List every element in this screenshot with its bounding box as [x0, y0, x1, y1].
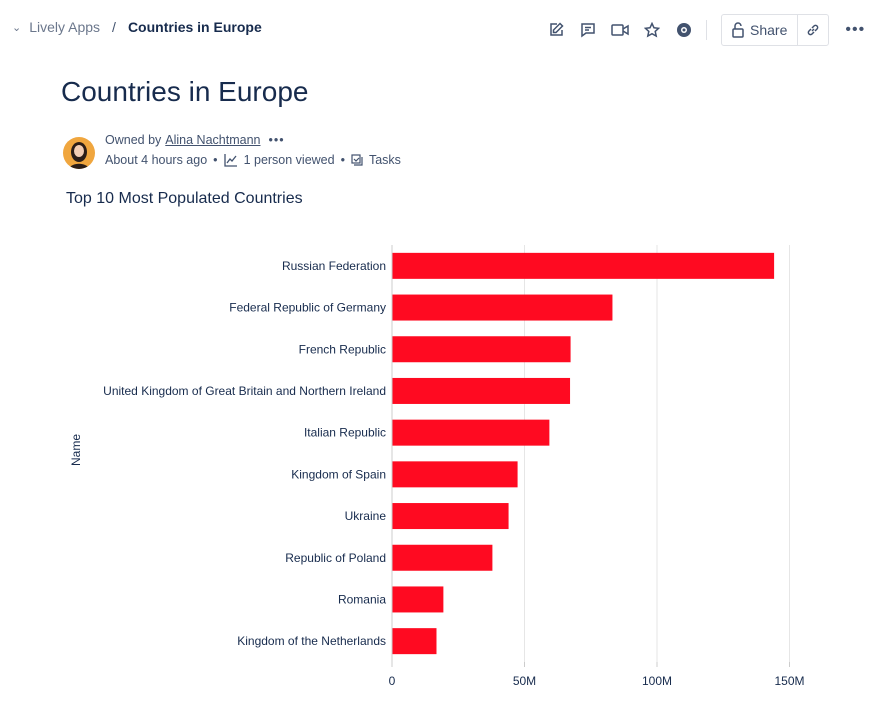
- bar: [392, 503, 509, 530]
- copy-link-button[interactable]: [797, 15, 828, 45]
- breadcrumb-current[interactable]: Countries in Europe: [127, 19, 262, 35]
- bar: [392, 461, 518, 488]
- more-actions-icon[interactable]: •••: [268, 133, 285, 147]
- page-meta: About 4 hours ago • 1 person viewed • Ta…: [105, 153, 401, 167]
- category-label: Republic of Poland: [285, 551, 386, 565]
- breadcrumb-space-link[interactable]: Lively Apps: [29, 19, 101, 35]
- page-title: Countries in Europe: [61, 76, 309, 107]
- toolbar-divider: [706, 20, 707, 40]
- avatar[interactable]: [63, 137, 95, 169]
- edit-icon[interactable]: [540, 16, 572, 44]
- video-icon[interactable]: [604, 16, 636, 44]
- comment-icon[interactable]: [572, 16, 604, 44]
- last-updated: About 4 hours ago: [105, 153, 208, 167]
- category-label: Russian Federation: [282, 259, 386, 273]
- bar: [392, 377, 571, 404]
- chart-title: Top 10 Most Populated Countries: [66, 190, 303, 207]
- bar: [392, 544, 493, 571]
- bar: [392, 252, 775, 279]
- page-toolbar: Share •••: [540, 14, 865, 46]
- tasks-link[interactable]: Tasks: [368, 153, 401, 167]
- analytics-icon: [223, 154, 237, 167]
- x-tick-label: 150M: [774, 674, 804, 688]
- category-label: Ukraine: [345, 509, 387, 523]
- category-label: United Kingdom of Great Britain and Nort…: [103, 384, 386, 398]
- category-label: French Republic: [299, 342, 386, 356]
- x-tick-label: 100M: [642, 674, 672, 688]
- breadcrumb-separator: /: [112, 19, 116, 35]
- category-label: Romania: [338, 592, 386, 606]
- breadcrumb: ⌄ Lively Apps / Countries in Europe: [12, 19, 262, 35]
- unlock-icon: [732, 22, 744, 38]
- star-icon[interactable]: [636, 16, 668, 44]
- owner-link[interactable]: Alina Nachtmann: [165, 133, 261, 147]
- owned-by-label: Owned by: [105, 133, 162, 147]
- more-icon[interactable]: •••: [845, 21, 866, 38]
- category-label: Federal Republic of Germany: [229, 301, 386, 315]
- category-label: Kingdom of Spain: [291, 467, 386, 481]
- bar: [392, 294, 613, 321]
- bar: [392, 628, 437, 655]
- x-tick-label: 0: [389, 674, 396, 688]
- views-link[interactable]: 1 person viewed: [243, 153, 335, 167]
- share-button[interactable]: Share: [722, 15, 797, 45]
- category-label: Kingdom of the Netherlands: [237, 634, 386, 648]
- watch-icon[interactable]: [668, 16, 700, 44]
- tasks-icon: [351, 154, 363, 166]
- dot-separator: •: [213, 153, 218, 167]
- share-group: Share: [721, 14, 830, 46]
- bar: [392, 586, 444, 613]
- y-axis-label: Name: [69, 434, 83, 466]
- link-icon: [808, 24, 819, 36]
- bar: [392, 419, 550, 446]
- x-tick-label: 50M: [513, 674, 536, 688]
- owner-line: Owned by Alina Nachtmann •••: [105, 133, 285, 147]
- share-label: Share: [750, 22, 788, 38]
- dot-separator: •: [340, 153, 345, 167]
- bar: [392, 336, 571, 363]
- category-label: Italian Republic: [304, 426, 386, 440]
- chevron-down-icon[interactable]: ⌄: [12, 21, 22, 34]
